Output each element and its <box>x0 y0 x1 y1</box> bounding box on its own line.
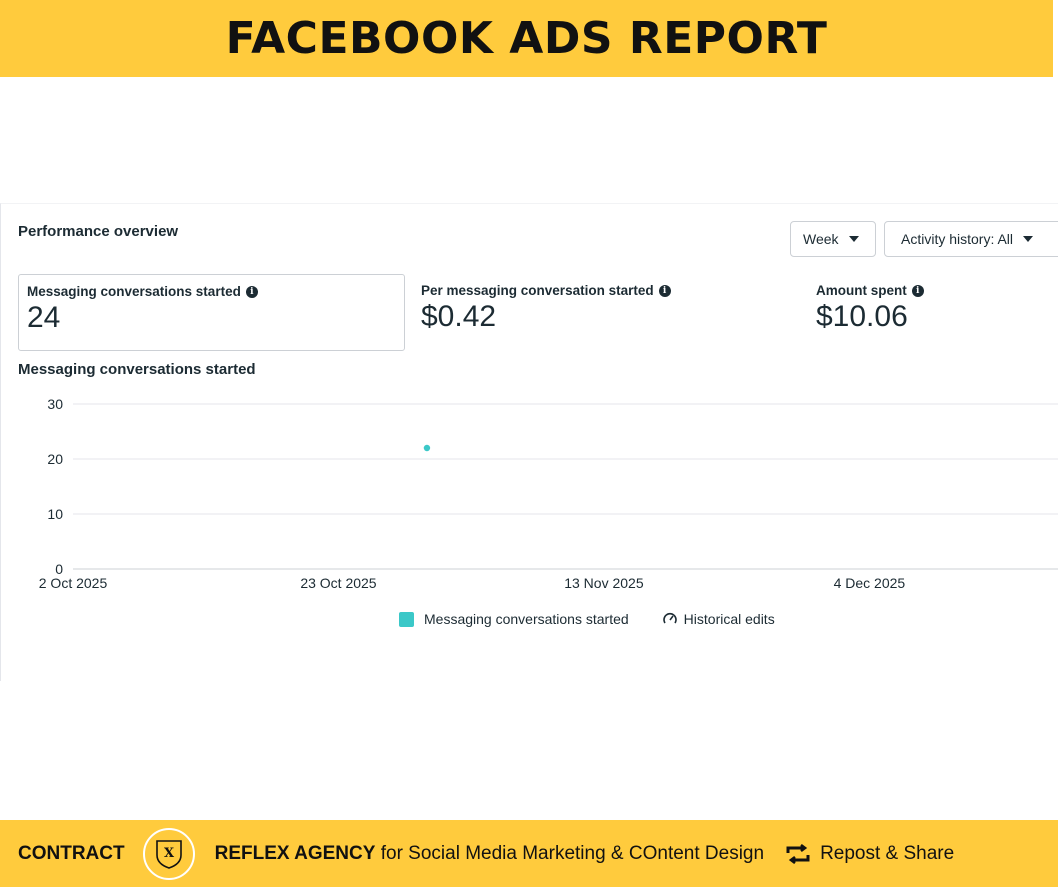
agency-name: REFLEX AGENCY <box>214 842 376 864</box>
activity-history-dropdown[interactable]: Activity history: All <box>884 221 1058 257</box>
metric-value: $10.06 <box>816 300 908 333</box>
x-tick-label: 4 Dec 2025 <box>834 575 906 591</box>
footer-bar: CONTRACT X REFLEX AGENCY for Social Medi… <box>0 820 1058 887</box>
y-tick-label: 20 <box>47 451 63 467</box>
metric-card-amount-spent[interactable]: Amount spent i $10.06 <box>808 274 1048 351</box>
report-banner: FACEBOOK ADS REPORT <box>0 0 1053 77</box>
chevron-down-icon <box>1023 236 1034 242</box>
historical-edits-label: Historical edits <box>683 611 775 627</box>
historical-edits-toggle[interactable]: Historical edits <box>662 611 775 627</box>
week-dropdown[interactable]: Week <box>790 221 876 257</box>
info-icon[interactable]: i <box>911 284 924 297</box>
info-icon[interactable]: i <box>245 285 258 298</box>
legend-series-label[interactable]: Messaging conversations started <box>424 611 629 627</box>
shield-icon: X <box>155 839 182 869</box>
agency-logo: X <box>142 827 195 880</box>
week-dropdown-label: Week <box>803 231 839 247</box>
legend-swatch <box>399 611 414 627</box>
y-tick-label: 10 <box>47 506 63 522</box>
y-tick-label: 0 <box>55 561 63 577</box>
metric-value: 24 <box>27 301 61 334</box>
conversations-chart: 0 10 20 30 2 Oct 2025 23 Oct 2025 13 Nov 2025 4… <box>39 396 1058 591</box>
metric-value: $0.42 <box>421 300 497 333</box>
x-tick-label: 13 Nov 2025 <box>564 575 644 591</box>
chevron-down-icon <box>848 236 859 242</box>
metric-card-conversations[interactable]: Messaging conversations started i 24 <box>18 274 405 351</box>
info-icon[interactable]: i <box>658 284 671 297</box>
y-tick-label: 30 <box>47 396 63 412</box>
metric-label: Per messaging conversation started <box>421 283 654 298</box>
activity-history-label: Activity history: All <box>901 231 1014 247</box>
repost-share-label: Repost & Share <box>820 842 955 864</box>
metric-label: Amount spent <box>816 283 907 298</box>
metric-label: Messaging conversations started <box>27 284 241 299</box>
chart-legend: Messaging conversations started Historic… <box>399 611 775 627</box>
report-title: FACEBOOK ADS REPORT <box>225 13 828 64</box>
chart-title: Messaging conversations started <box>18 361 256 378</box>
metric-card-cost-per-conversation[interactable]: Per messaging conversation started i $0.… <box>413 274 793 351</box>
performance-overview-title: Performance overview <box>18 223 179 240</box>
repost-icon <box>786 843 810 864</box>
gauge-icon <box>662 612 677 624</box>
data-point <box>423 444 431 452</box>
logo-letter: X <box>164 846 175 861</box>
x-tick-label: 2 Oct 2025 <box>39 575 108 591</box>
footer-contract: CONTRACT <box>18 842 125 864</box>
repost-share-button[interactable]: Repost & Share <box>784 843 954 865</box>
agency-tagline: for Social Media Marketing & COntent Des… <box>380 842 765 864</box>
performance-panel: Performance overview Week Activity histo… <box>0 203 1058 681</box>
x-tick-label: 23 Oct 2025 <box>300 575 376 591</box>
